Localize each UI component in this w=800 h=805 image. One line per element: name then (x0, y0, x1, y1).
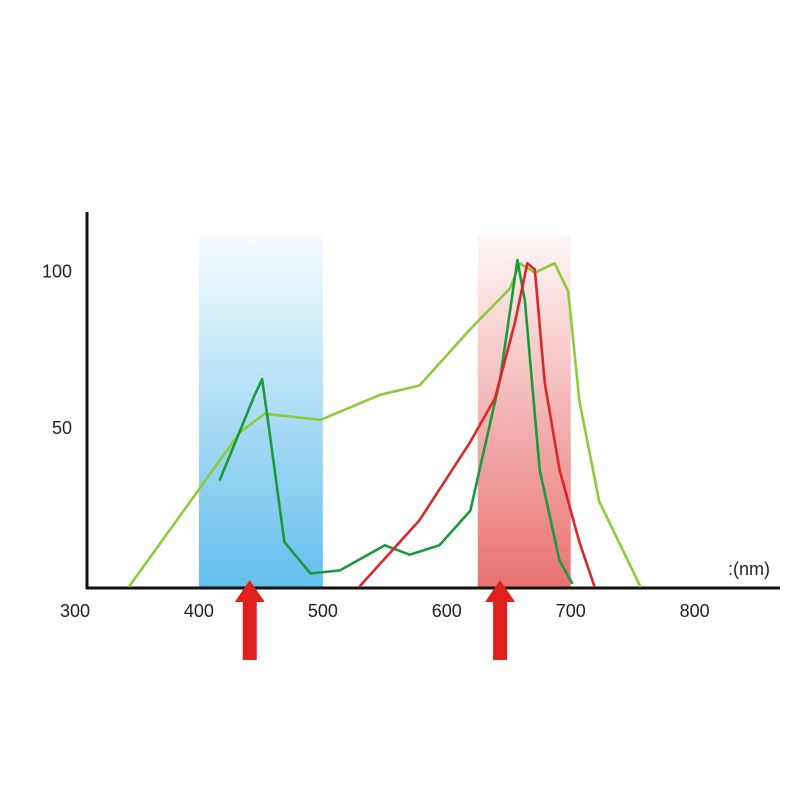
series-line (128, 262, 642, 588)
band (198, 235, 323, 588)
x-tick-label: 700 (556, 601, 586, 621)
x-tick-label: 600 (432, 601, 462, 621)
arrow (485, 580, 516, 660)
y-tick-label: 100 (42, 261, 72, 281)
x-tick-label: 800 (680, 601, 710, 621)
x-axis-label: :(nm) (728, 559, 770, 579)
x-tick-label: 300 (60, 601, 90, 621)
arrow (234, 580, 265, 660)
series-line (218, 258, 574, 585)
y-tick-label: 50 (52, 418, 72, 438)
x-tick-label: 500 (308, 601, 338, 621)
x-tick-label: 400 (184, 601, 214, 621)
series-line (358, 262, 596, 588)
